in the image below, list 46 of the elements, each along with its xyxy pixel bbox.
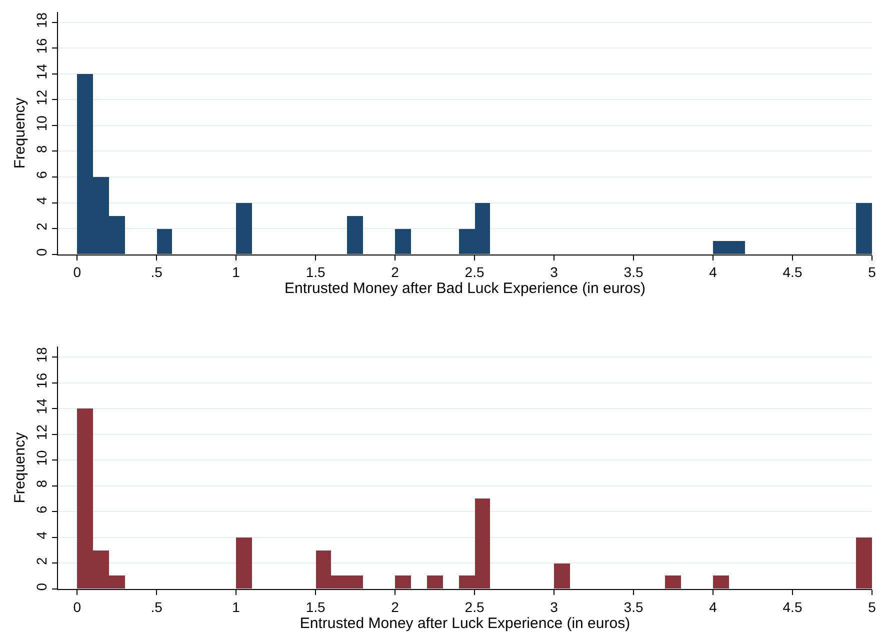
x-tick-label: .5 [150, 264, 163, 280]
x-axis-title: Entrusted Money after Bad Luck Experience (in euros) [284, 280, 646, 298]
y-axis-title: Frequency [12, 432, 29, 504]
x-tick-label: 4 [709, 264, 718, 280]
y-axis-title: Frequency [12, 97, 29, 169]
x-tick-label: 3 [550, 598, 558, 615]
x-tick-label: 1.5 [306, 598, 326, 615]
x-tick-label: 4 [709, 598, 718, 615]
y-tick-label: 6 [33, 170, 50, 179]
x-tick-label: 5 [868, 264, 876, 280]
y-tick-label: 0 [33, 582, 50, 591]
y-tick-label: 10 [33, 115, 50, 132]
y-tick-label: 4 [33, 531, 50, 540]
x-tick-label: 0 [73, 264, 82, 280]
y-tick-label: 16 [33, 38, 50, 54]
y-tick-label: 8 [33, 480, 50, 488]
y-tick-label: 18 [33, 346, 50, 363]
y-tick-label: 6 [33, 505, 50, 514]
y-tick-label: 0 [33, 248, 50, 256]
y-tick-label: 4 [33, 196, 50, 205]
y-tick-label: 2 [33, 557, 50, 566]
y-tick-label: 14 [33, 398, 50, 414]
y-tick-label: 14 [33, 64, 50, 80]
x-tick-label: 3.5 [624, 598, 644, 615]
x-tick-label: 4.5 [782, 264, 802, 280]
x-tick-label: .5 [150, 598, 163, 615]
x-tick-label: 5 [868, 598, 876, 615]
x-tick-label: 1 [232, 598, 240, 615]
x-tick-label: 2.5 [464, 598, 484, 615]
x-tick-label: 3.5 [624, 264, 644, 280]
y-tick-label: 8 [33, 145, 50, 154]
x-tick-label: 3 [550, 264, 558, 280]
y-tick-label: 10 [33, 450, 50, 466]
x-tick-label: 0 [73, 598, 82, 615]
y-tick-label: 18 [33, 12, 50, 28]
y-tick-label: 16 [33, 372, 50, 388]
y-tick-label: 2 [33, 222, 50, 230]
x-tick-label: 1.5 [306, 264, 326, 280]
x-tick-label: 1 [232, 264, 240, 280]
x-tick-label: 2.5 [464, 264, 484, 280]
x-axis-title: Entrusted Money after Luck Experience (in euros) [300, 614, 630, 632]
x-tick-label: 2 [391, 598, 400, 615]
x-tick-label: 2 [391, 264, 400, 280]
y-tick-label: 12 [33, 424, 50, 440]
y-tick-label: 12 [33, 90, 50, 106]
x-tick-label: 4.5 [782, 598, 802, 615]
